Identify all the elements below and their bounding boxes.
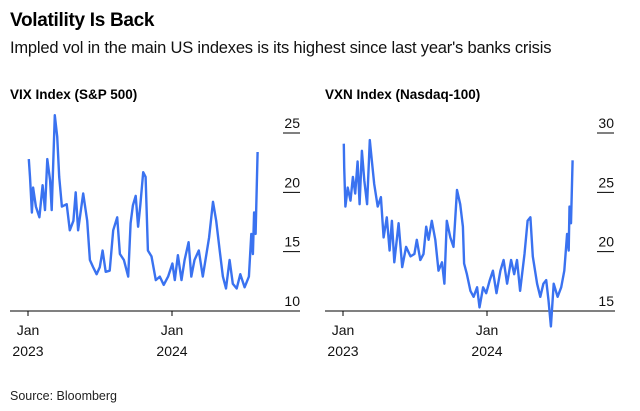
vxn-chart-title: VXN Index (Nasdaq-100)	[325, 87, 480, 102]
x-tick-label-year: 2024	[471, 343, 502, 359]
x-tick-label-month: Jan	[17, 322, 40, 338]
x-tick-label-month: Jan	[332, 322, 355, 338]
y-tick-label: 15	[284, 234, 300, 250]
y-tick-label: 30	[598, 115, 614, 131]
vix-series-line	[27, 113, 259, 290]
vxn-series-line	[342, 138, 574, 328]
x-tick-label-year: 2023	[12, 343, 43, 359]
y-tick-label: 20	[598, 234, 614, 250]
x-tick-label-year: 2023	[327, 343, 358, 359]
y-tick-label: 25	[284, 115, 300, 131]
vix-chart-panel: VIX Index (S&P 500) 10 15 20 25 Jan 2023 Jan 20…	[10, 87, 300, 359]
figure-title: Volatility Is Back	[10, 10, 155, 31]
vix-chart-title: VIX Index (S&P 500)	[10, 87, 137, 102]
y-tick-label: 25	[598, 174, 614, 190]
x-tick-label-month: Jan	[161, 322, 184, 338]
vxn-chart-panel: VXN Index (Nasdaq-100) 15 20 25 30 Jan 2023 Ja…	[325, 87, 615, 359]
source-note: Source: Bloomberg	[10, 389, 117, 403]
y-tick-label: 15	[598, 293, 614, 309]
y-tick-label: 10	[284, 293, 300, 309]
x-tick-label-month: Jan	[476, 322, 499, 338]
figure-subtitle: Impled vol in the main US indexes is its…	[10, 39, 551, 57]
x-tick-label-year: 2024	[156, 343, 187, 359]
y-tick-label: 20	[284, 174, 300, 190]
